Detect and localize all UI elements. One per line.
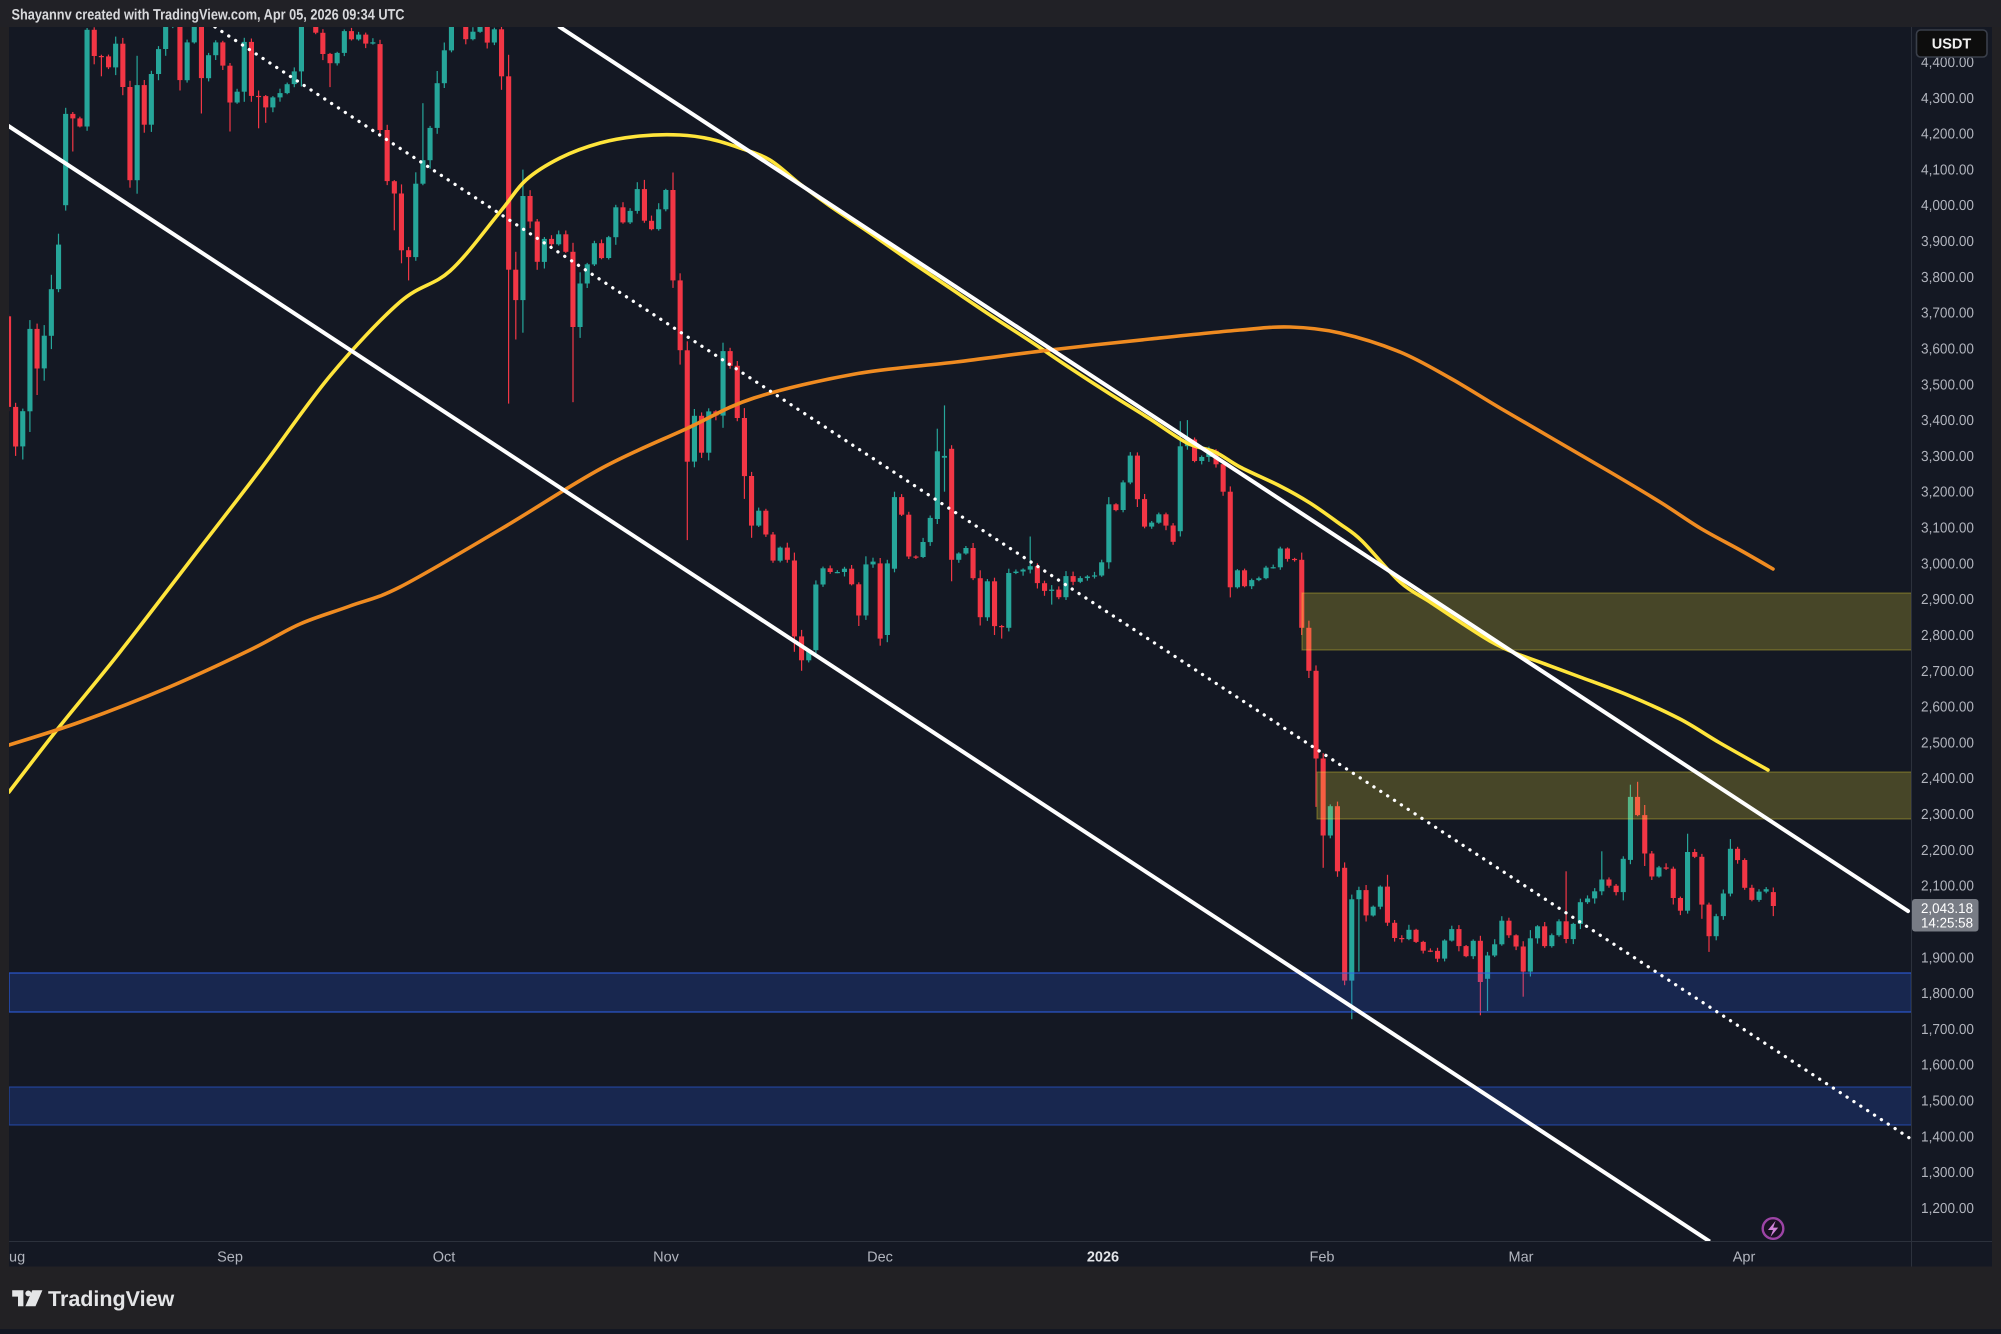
svg-text:Shayannv created with TradingV: Shayannv created with TradingView.com, A… [12,7,405,24]
svg-text:2,300.00: 2,300.00 [1921,807,1974,823]
svg-text:4,400.00: 4,400.00 [1921,55,1974,71]
svg-text:14:25:58: 14:25:58 [1921,915,1973,931]
svg-text:2,043.18: 2,043.18 [1921,900,1973,916]
svg-text:Nov: Nov [653,1250,680,1266]
svg-text:3,300.00: 3,300.00 [1921,449,1974,465]
svg-text:2,400.00: 2,400.00 [1921,771,1974,787]
svg-text:3,800.00: 3,800.00 [1921,270,1974,286]
svg-text:1,200.00: 1,200.00 [1921,1201,1974,1217]
svg-text:1,300.00: 1,300.00 [1921,1165,1974,1181]
svg-text:3,200.00: 3,200.00 [1921,485,1974,501]
svg-text:2,800.00: 2,800.00 [1921,628,1974,644]
svg-text:3,100.00: 3,100.00 [1921,521,1974,537]
svg-text:2026: 2026 [1087,1250,1119,1266]
svg-text:2,500.00: 2,500.00 [1921,735,1974,751]
svg-text:4,300.00: 4,300.00 [1921,91,1974,107]
svg-text:Dec: Dec [867,1250,893,1266]
svg-text:Sep: Sep [217,1250,243,1266]
svg-text:4,000.00: 4,000.00 [1921,198,1974,214]
svg-text:3,000.00: 3,000.00 [1921,556,1974,572]
svg-text:USDT: USDT [1932,37,1972,53]
svg-text:1,400.00: 1,400.00 [1921,1129,1974,1145]
svg-text:1,700.00: 1,700.00 [1921,1022,1974,1038]
svg-text:ug: ug [9,1250,25,1266]
svg-text:Mar: Mar [1509,1250,1534,1266]
svg-text:2,600.00: 2,600.00 [1921,700,1974,716]
svg-text:Feb: Feb [1310,1250,1335,1266]
svg-text:2,100.00: 2,100.00 [1921,879,1974,895]
svg-text:1,500.00: 1,500.00 [1921,1094,1974,1110]
svg-text:1,900.00: 1,900.00 [1921,950,1974,966]
svg-text:4,100.00: 4,100.00 [1921,162,1974,178]
svg-text:3,900.00: 3,900.00 [1921,234,1974,250]
svg-text:3,400.00: 3,400.00 [1921,413,1974,429]
svg-text:2,900.00: 2,900.00 [1921,592,1974,608]
svg-text:Oct: Oct [433,1250,456,1266]
svg-text:1,800.00: 1,800.00 [1921,986,1974,1002]
svg-text:3,600.00: 3,600.00 [1921,342,1974,358]
svg-text:Apr: Apr [1733,1250,1756,1266]
svg-text:2,200.00: 2,200.00 [1921,843,1974,859]
svg-text:TradingView: TradingView [48,1287,175,1311]
svg-text:3,500.00: 3,500.00 [1921,377,1974,393]
svg-text:1,600.00: 1,600.00 [1921,1058,1974,1074]
svg-text:2,700.00: 2,700.00 [1921,664,1974,680]
svg-text:3,700.00: 3,700.00 [1921,306,1974,322]
svg-text:4,200.00: 4,200.00 [1921,127,1974,143]
